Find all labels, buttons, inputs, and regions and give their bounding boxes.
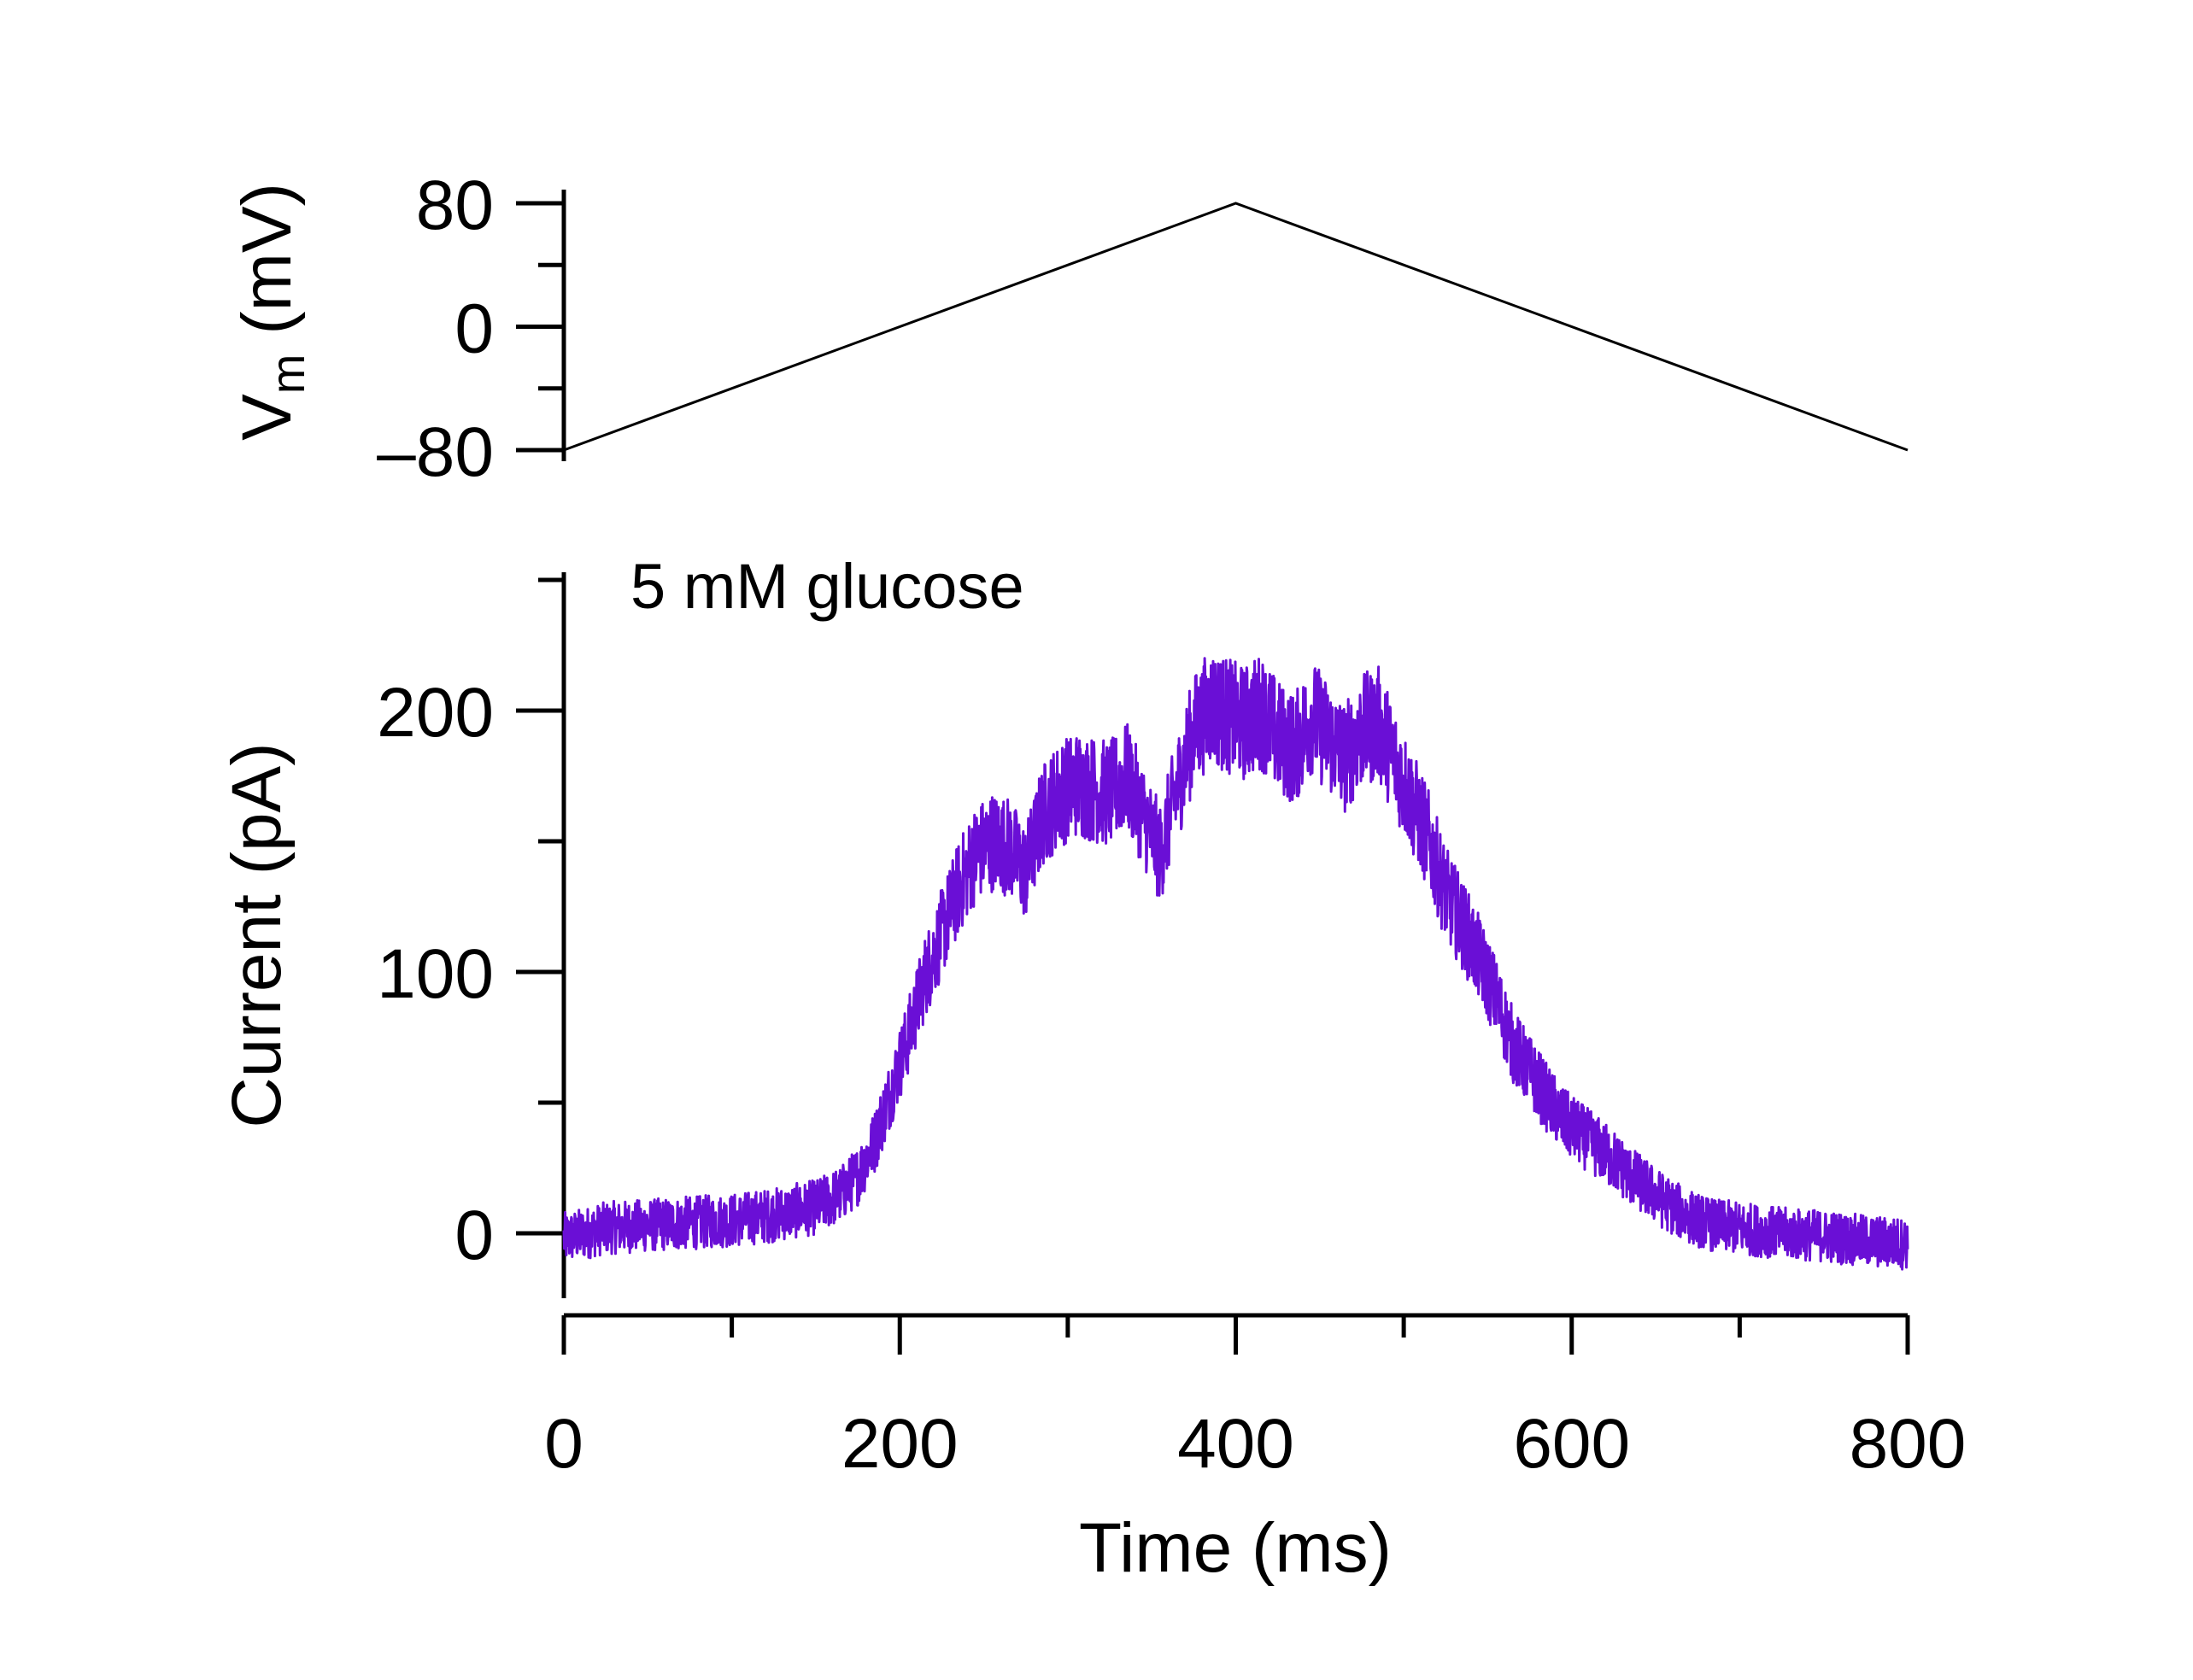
voltage-y-tick-labels: –80 0 80 bbox=[377, 167, 494, 491]
current-x-tick-label: 800 bbox=[1850, 1405, 1967, 1483]
current-y-ticks bbox=[516, 577, 564, 1236]
voltage-y-axis-title-unit: (mV) bbox=[228, 183, 306, 335]
current-y-tick-labels: 0 100 200 bbox=[377, 674, 494, 1274]
voltage-ramp-trace bbox=[563, 202, 1909, 452]
current-x-tick-label: 600 bbox=[1513, 1405, 1630, 1483]
current-panel: 0 100 200 0 200 400 600 800 5 mM glucose Curre… bbox=[218, 551, 1966, 1587]
current-x-tick-label: 0 bbox=[544, 1405, 583, 1483]
voltage-y-tick-label: 0 bbox=[454, 290, 494, 368]
voltage-y-axis-title-space bbox=[228, 335, 306, 354]
voltage-y-ticks bbox=[516, 201, 564, 453]
current-x-axis-title: Time (ms) bbox=[1079, 1509, 1392, 1587]
current-x-tick-label: 200 bbox=[841, 1405, 959, 1483]
voltage-y-axis-title-subscript: m bbox=[261, 354, 314, 395]
voltage-y-tick-label: 80 bbox=[416, 167, 494, 244]
voltage-y-tick-label: –80 bbox=[377, 413, 494, 491]
current-x-tick-labels: 0 200 400 600 800 bbox=[544, 1405, 1966, 1483]
current-y-tick-label: 0 bbox=[454, 1197, 494, 1274]
voltage-y-axis-title-symbol: V bbox=[228, 394, 306, 441]
current-y-axis-title: Current (pA) bbox=[218, 742, 296, 1127]
glucose-annotation: 5 mM glucose bbox=[630, 551, 1024, 622]
current-x-tick-label: 400 bbox=[1177, 1405, 1294, 1483]
current-y-tick-label: 200 bbox=[377, 674, 494, 752]
voltage-y-axis-title: Vm (mV) bbox=[228, 183, 314, 441]
current-x-ticks bbox=[561, 1315, 1910, 1355]
current-trace bbox=[562, 657, 1909, 1271]
voltage-panel: –80 0 80 Vm (mV) bbox=[228, 167, 1909, 491]
current-y-tick-label: 100 bbox=[377, 935, 494, 1013]
